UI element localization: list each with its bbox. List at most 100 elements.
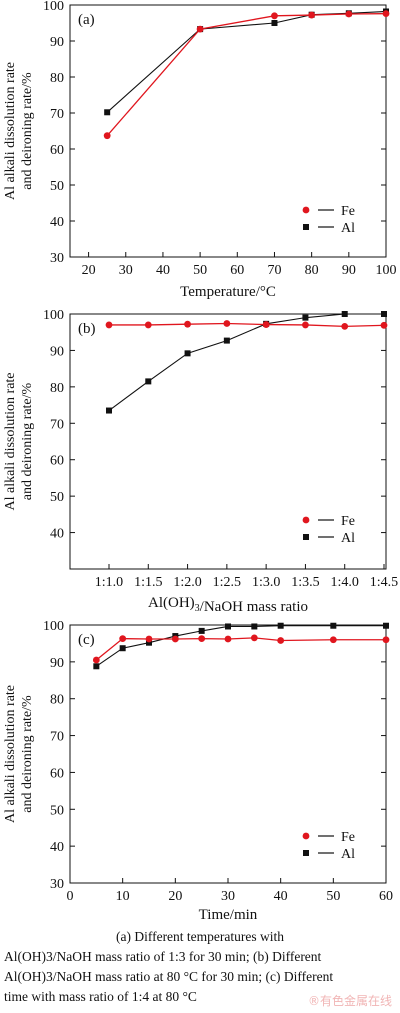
- data-point-fe: [224, 635, 232, 643]
- legend-marker-fe: [302, 206, 310, 214]
- y-tick-label: 40: [50, 215, 64, 230]
- data-point-fe: [382, 636, 390, 644]
- data-point-al: [381, 311, 387, 317]
- data-point-al: [145, 378, 152, 385]
- y-axis-label-line-1: Al alkali dissolution rate: [3, 685, 18, 823]
- data-point-fe: [196, 25, 204, 33]
- legend: Fe Al: [302, 514, 355, 546]
- legend-marker-fe: [302, 832, 310, 840]
- data-point-al: [93, 663, 100, 670]
- caption-line-4: time with mass ratio of 1:4 at 80 °C: [4, 989, 197, 1004]
- data-point-al: [119, 645, 126, 652]
- y-tick-label: 90: [50, 344, 64, 359]
- data-point-al: [106, 407, 112, 414]
- y-tick-label: 100: [43, 619, 64, 634]
- panel-label: (a): [78, 12, 95, 28]
- series-al: [93, 622, 389, 670]
- data-point-fe: [105, 321, 113, 329]
- y-tick-label: 40: [50, 840, 64, 855]
- data-point-fe: [250, 634, 258, 642]
- data-point-al: [251, 623, 258, 630]
- x-tick-label: 60: [379, 889, 393, 904]
- data-point-fe: [308, 11, 316, 19]
- x-tick-label: 60: [230, 263, 244, 278]
- y-tick-label: 60: [50, 143, 64, 158]
- y-tick-label: 90: [50, 35, 64, 50]
- series-line-fe: [95, 637, 386, 661]
- data-point-al: [341, 311, 348, 317]
- x-tick-label: 50: [326, 889, 340, 904]
- x-tick-label: 30: [119, 263, 133, 278]
- y-tick-label: 60: [50, 766, 64, 781]
- data-point-fe: [341, 322, 349, 330]
- legend-marker-fe: [302, 516, 310, 524]
- y-axis-label-line-2: and deironing rate/%: [20, 382, 35, 500]
- legend-marker-al: [303, 224, 309, 230]
- plot-frame: [69, 313, 387, 570]
- y-tick-label: 90: [50, 656, 64, 671]
- y-tick-label: 50: [50, 179, 64, 194]
- x-tick-label: 100: [376, 263, 397, 278]
- legend-label-al: Al: [341, 847, 355, 862]
- x-tick-label: 40: [274, 889, 288, 904]
- data-point-al: [302, 314, 309, 321]
- data-point-al: [223, 337, 230, 344]
- data-point-fe: [262, 321, 270, 328]
- data-point-fe: [184, 320, 191, 328]
- watermark: ®有色金属在线: [307, 994, 392, 1008]
- data-point-fe: [329, 636, 337, 644]
- y-tick-label: 50: [50, 490, 64, 505]
- legend-label-fe: Fe: [341, 204, 355, 219]
- x-tick-label: 1:2.0: [173, 575, 201, 590]
- data-point-fe: [382, 10, 390, 18]
- series-line-al: [108, 313, 384, 411]
- x-tick-label: 1:4.0: [331, 575, 359, 590]
- data-point-al: [198, 627, 205, 634]
- y-axis-label-line-1: Al alkali dissolution rate: [3, 62, 18, 200]
- x-tick-label: 70: [267, 263, 281, 278]
- series-line-al: [96, 625, 386, 667]
- legend-marker-al: [303, 850, 309, 856]
- y-axis-label-line-1: Al alkali dissolution rate: [3, 372, 18, 510]
- legend-label-fe: Fe: [341, 830, 355, 845]
- panel-label: (c): [78, 632, 95, 648]
- data-point-fe: [144, 321, 152, 329]
- series-fe: [103, 10, 390, 140]
- data-point-al: [104, 109, 111, 116]
- x-tick-label: 20: [168, 889, 182, 904]
- x-tick-label: 1:3.5: [291, 575, 319, 590]
- data-point-fe: [380, 321, 388, 329]
- data-point-fe: [171, 635, 179, 643]
- y-axis-label-line-2: and deironing rate/%: [20, 695, 35, 813]
- chart-panel-1: 30 40 50 60 70 80 90 100 20 30 40 50 60 70 80 90 100 (a) T…: [3, 0, 397, 300]
- plot-frame: [69, 4, 387, 258]
- data-point-fe: [92, 656, 100, 664]
- x-tick-label: 90: [342, 263, 356, 278]
- data-point-al: [225, 623, 231, 630]
- y-tick-label: 50: [50, 803, 64, 818]
- x-axis-label: Al(OH)3/NaOH mass ratio: [148, 595, 308, 615]
- data-point-al: [146, 639, 152, 646]
- y-tick-label: 60: [50, 454, 64, 469]
- y-tick-label: 30: [50, 251, 64, 266]
- y-tick-label: 40: [50, 527, 64, 542]
- series-line-al: [106, 10, 387, 113]
- series-line-fe: [106, 12, 387, 137]
- data-point-fe: [198, 635, 206, 643]
- series-fe: [92, 634, 390, 664]
- data-point-al: [383, 622, 389, 629]
- y-tick-label: 70: [50, 417, 64, 432]
- data-point-fe: [277, 637, 285, 644]
- x-tick-label: 10: [116, 889, 130, 904]
- series-fe: [105, 320, 388, 330]
- panel-label: (b): [78, 321, 96, 337]
- y-tick-label: 100: [43, 0, 64, 14]
- x-tick-label: 30: [221, 889, 235, 904]
- y-tick-label: 70: [50, 107, 64, 122]
- data-point-al: [277, 622, 284, 629]
- figure-caption: (a) Different temperatures with Al(OH)3/…: [4, 927, 396, 1007]
- y-tick-label: 100: [43, 308, 64, 323]
- legend: Fe Al: [302, 204, 355, 236]
- x-axis-label: Temperature/°C: [180, 284, 276, 300]
